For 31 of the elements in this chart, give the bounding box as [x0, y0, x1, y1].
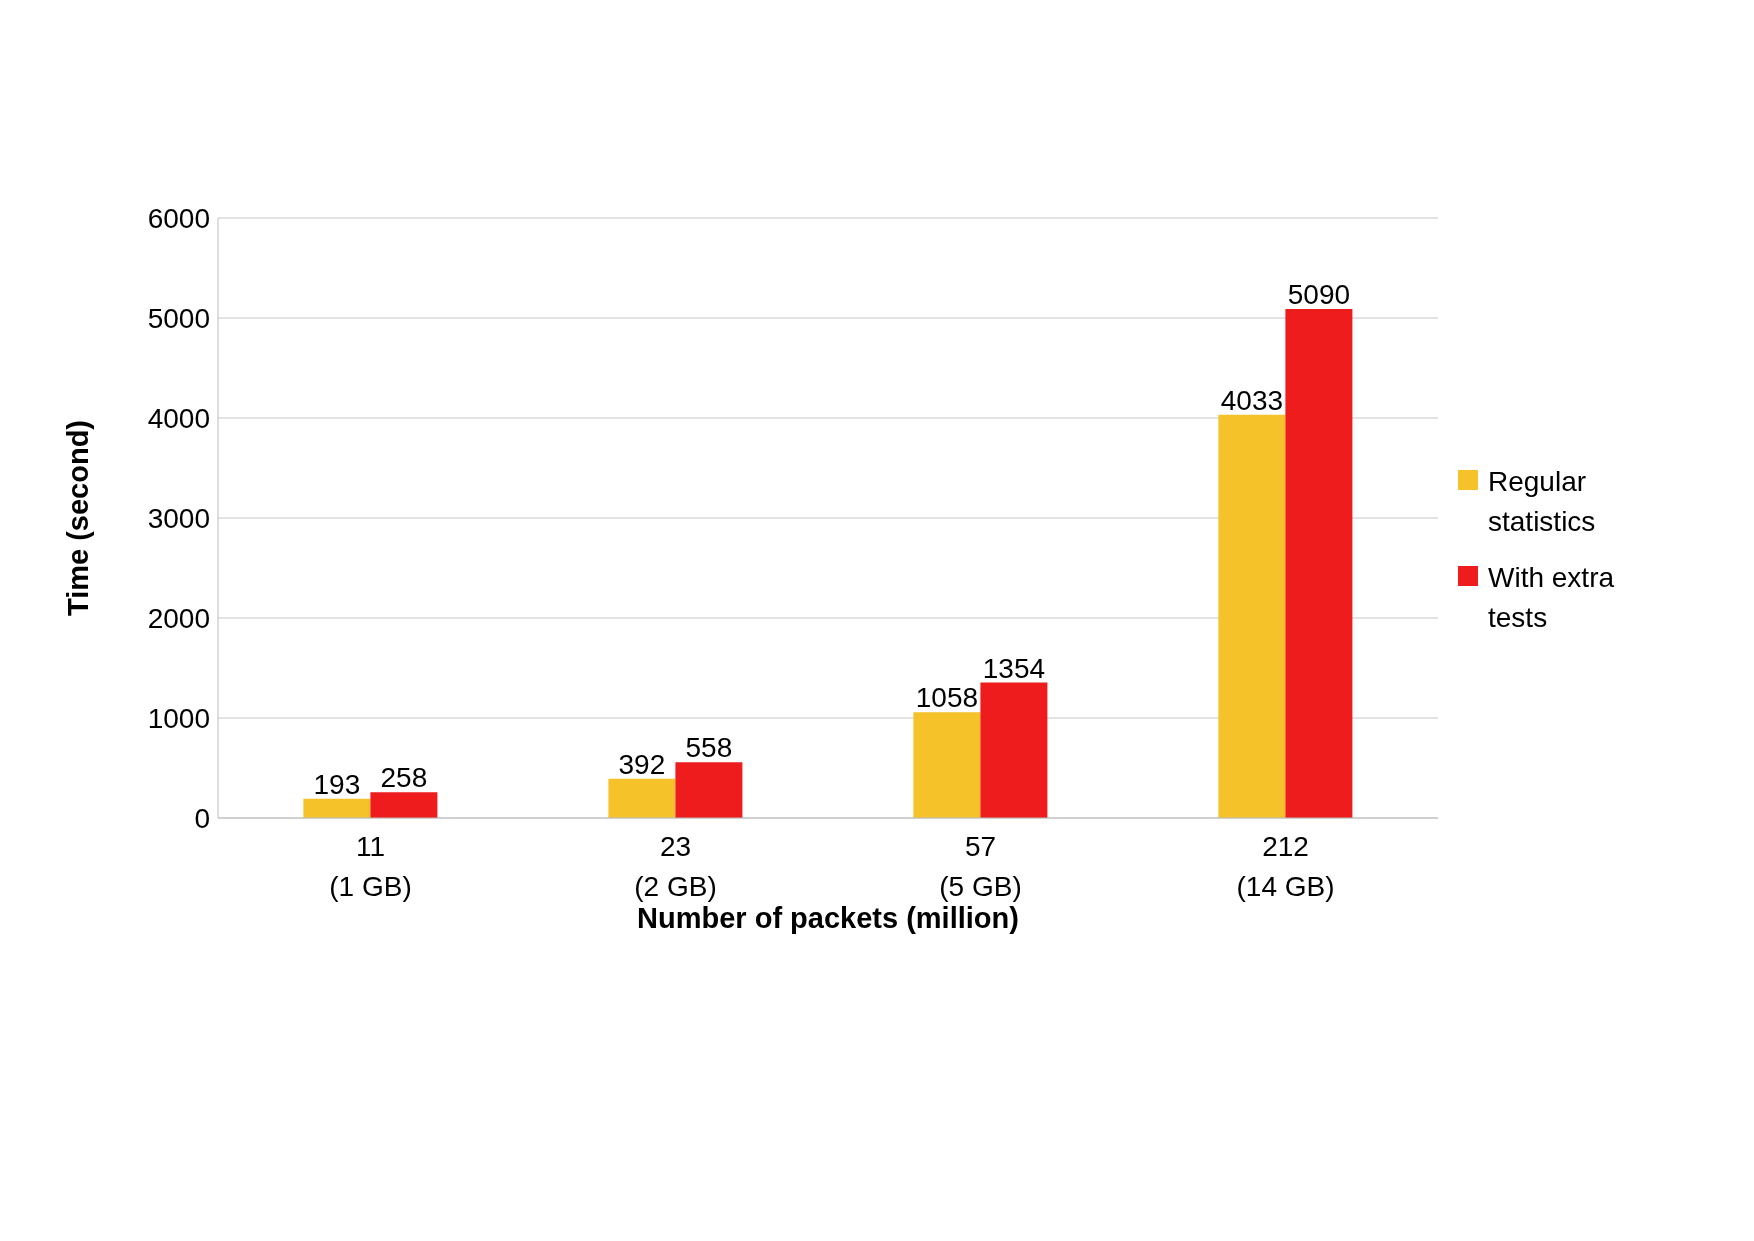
bar: [1218, 414, 1286, 818]
data-label: 4033: [1220, 384, 1284, 416]
y-axis-title: Time (second): [62, 419, 95, 617]
data-label: 258: [380, 762, 428, 794]
y-tick-label: 5000: [147, 302, 210, 334]
y-tick-label: 6000: [147, 202, 210, 234]
data-label: 392: [618, 748, 666, 780]
data-label: 5090: [1287, 279, 1351, 310]
data-label: 1354: [982, 652, 1046, 684]
bar: [370, 792, 438, 818]
y-tick-label: 0: [194, 802, 210, 834]
bar: [608, 778, 676, 818]
bar: [913, 712, 981, 818]
legend-label: With extra tests: [1488, 561, 1616, 635]
x-tick-label: 212 (14 GB): [1236, 831, 1335, 902]
x-axis-title: Number of packets (million): [637, 902, 1019, 934]
data-label: 193: [313, 768, 361, 800]
bar: [303, 798, 371, 818]
bar: [1285, 309, 1353, 818]
bar: [980, 682, 1048, 818]
legend-label: Regular statistics: [1488, 465, 1597, 539]
data-label: 1058: [915, 682, 979, 714]
y-tick-label: 1000: [147, 702, 210, 734]
y-tick-label: 2000: [147, 602, 210, 634]
data-label: 558: [685, 732, 733, 764]
x-tick-label: 23 (2 GB): [634, 831, 717, 902]
bar: [675, 762, 743, 818]
y-tick-label: 3000: [147, 502, 210, 534]
x-tick-label: 11 (1 GB): [329, 831, 412, 902]
x-tick-label: 57 (5 GB): [939, 831, 1022, 902]
y-tick-label: 4000: [147, 402, 210, 434]
